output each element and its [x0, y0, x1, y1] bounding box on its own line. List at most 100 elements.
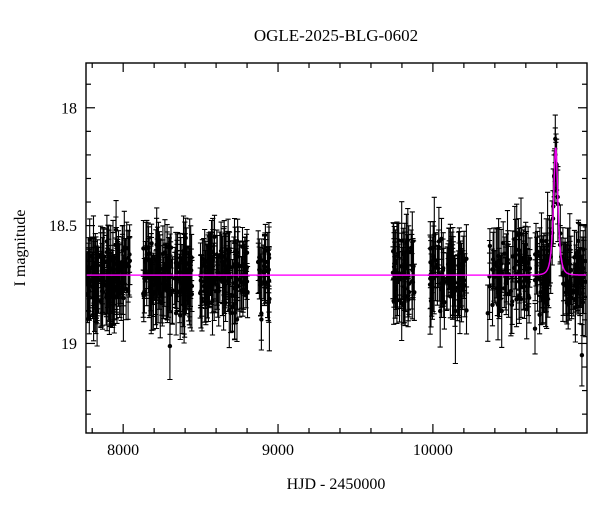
data-point [440, 285, 445, 290]
data-point [121, 281, 126, 286]
data-point [438, 308, 443, 314]
data-point [577, 275, 582, 280]
data-point [114, 274, 119, 280]
data-point [207, 251, 212, 257]
x-tick-label: 10000 [413, 442, 453, 459]
data-point [181, 262, 187, 268]
data-point [449, 276, 454, 281]
data-point [213, 289, 219, 294]
data-point [485, 311, 490, 316]
microlensing-model-curve [86, 147, 587, 276]
data-point [514, 297, 519, 302]
data-point [162, 250, 168, 255]
data-point [431, 275, 437, 280]
data-point [86, 292, 90, 297]
data-point [141, 246, 146, 251]
data-point [516, 247, 521, 252]
data-point [243, 275, 249, 281]
data-point [89, 265, 94, 271]
data-point [401, 284, 407, 289]
data-point [215, 285, 220, 290]
data-point [153, 289, 158, 295]
data-point [258, 282, 263, 288]
data-point [143, 256, 149, 261]
data-point [223, 266, 229, 272]
data-point [107, 295, 112, 300]
data-point [234, 255, 239, 260]
data-point [408, 245, 414, 251]
data-point [397, 298, 402, 303]
x-axis-label: HJD - 2450000 [287, 476, 386, 493]
data-point [232, 310, 237, 316]
data-point [498, 261, 504, 267]
data-point [432, 232, 437, 237]
data-point [405, 293, 411, 298]
data-point [497, 267, 502, 273]
tick-labels-group: 8000 9000 10000 18 18.5 19 [49, 100, 453, 459]
data-point [232, 280, 237, 286]
x-tick-label: 8000 [107, 442, 139, 459]
data-point [553, 136, 558, 142]
data-point [490, 302, 495, 308]
y-tick-label: 18.5 [49, 218, 77, 235]
axis-ticks-group [86, 63, 587, 433]
data-point [157, 263, 162, 268]
data-point [240, 287, 246, 292]
data-point [182, 296, 187, 302]
data-point [491, 262, 497, 267]
data-point [535, 249, 540, 254]
data-point [237, 277, 242, 282]
data-point [496, 253, 501, 259]
data-point [487, 284, 492, 289]
data-point [174, 277, 179, 282]
data-point [181, 283, 186, 289]
data-point [427, 282, 433, 287]
data-point [562, 257, 567, 262]
data-point [490, 257, 496, 262]
data-point [544, 257, 550, 262]
data-point [394, 270, 400, 275]
data-point [542, 281, 548, 286]
data-point [126, 264, 132, 269]
data-point [566, 302, 571, 307]
data-point [102, 282, 108, 288]
model-curve-group [86, 147, 587, 276]
data-point [203, 301, 209, 307]
x-tick-label: 9000 [262, 442, 294, 459]
data-point [170, 288, 175, 293]
data-point [522, 284, 527, 289]
data-point [230, 293, 235, 298]
data-point [501, 240, 506, 246]
data-point [576, 238, 581, 244]
data-point [404, 240, 409, 245]
data-point [167, 343, 173, 349]
data-point [464, 308, 469, 313]
data-point [570, 290, 576, 295]
data-point [583, 279, 587, 284]
data-point [462, 278, 467, 283]
data-point [561, 281, 566, 286]
data-point [396, 238, 401, 243]
data-point [126, 255, 131, 260]
data-point [106, 257, 112, 262]
data-point [566, 296, 572, 301]
data-point [123, 261, 128, 266]
data-point [95, 268, 100, 274]
data-point [464, 256, 469, 261]
chart-title: OGLE-2025-BLG-0602 [254, 26, 418, 45]
data-point [575, 266, 580, 271]
data-point [513, 252, 518, 258]
data-point [188, 260, 193, 265]
data-point [510, 299, 515, 304]
data-point [565, 258, 570, 264]
data-point [532, 326, 538, 331]
y-tick-label: 19 [61, 336, 77, 353]
data-point [506, 291, 511, 296]
data-point [518, 231, 524, 236]
data-point [537, 277, 543, 282]
data-point [435, 266, 441, 271]
data-point [430, 262, 435, 267]
data-points-group [86, 114, 587, 387]
